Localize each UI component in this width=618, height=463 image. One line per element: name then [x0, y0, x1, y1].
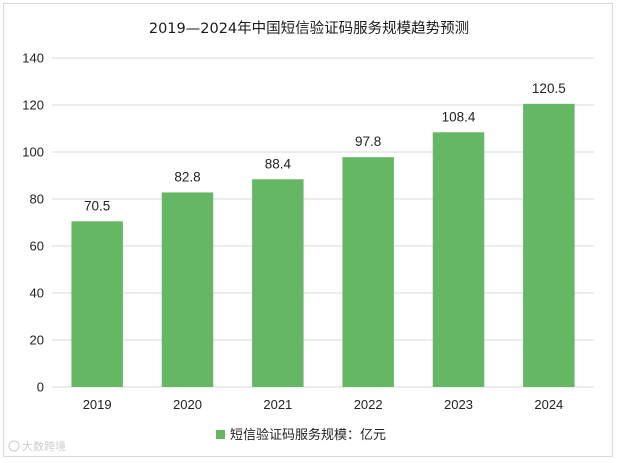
x-tick-label-2024: 2024 [534, 397, 563, 412]
watermark: 大数跨境 [8, 439, 66, 453]
y-tick-label-140: 140 [22, 51, 44, 66]
y-tick-label-80: 80 [30, 192, 44, 207]
x-tick-label-2020: 2020 [173, 397, 202, 412]
legend: 短信验证码服务规模：亿元 [216, 427, 386, 443]
data-label-2020: 82.8 [174, 169, 200, 184]
y-tick-label-20: 20 [30, 333, 44, 348]
x-axis-ticks: 2019 2020 2021 2022 2023 2024 [83, 397, 564, 412]
bar-2019 [71, 221, 123, 387]
x-tick-label-2021: 2021 [263, 397, 292, 412]
y-axis-ticks: 0 20 40 60 80 100 120 140 [22, 51, 44, 395]
x-tick-label-2022: 2022 [354, 397, 383, 412]
bar-2020 [161, 192, 214, 387]
y-tick-label-40: 40 [30, 286, 44, 301]
gridlines [52, 57, 594, 388]
y-tick-label-60: 60 [30, 239, 44, 254]
bar-2024 [523, 103, 575, 387]
data-label-2023: 108.4 [442, 109, 476, 124]
data-label-2021: 88.4 [265, 156, 292, 171]
data-label-2019: 70.5 [84, 198, 110, 213]
x-tick-label-2023: 2023 [444, 397, 473, 412]
bar-2021 [252, 179, 304, 387]
y-tick-label-0: 0 [37, 380, 44, 395]
data-label-2024: 120.5 [532, 81, 566, 96]
y-tick-label-100: 100 [22, 145, 44, 160]
watermark-logo-icon [8, 440, 20, 452]
bar-2023 [432, 132, 485, 387]
data-labels: 70.5 82.8 88.4 97.8 108.4 120.5 [84, 81, 566, 214]
x-tick-label-2019: 2019 [83, 397, 112, 412]
y-tick-label-120: 120 [22, 98, 44, 113]
watermark-text: 大数跨境 [22, 439, 66, 453]
legend-label: 短信验证码服务规模：亿元 [230, 427, 386, 443]
chart-title: 2019—2024年中国短信验证码服务规模趋势预测 [149, 20, 469, 37]
legend-swatch [216, 430, 225, 439]
data-label-2022: 97.8 [355, 134, 381, 149]
bars [71, 103, 575, 387]
bar-2022 [342, 157, 394, 387]
